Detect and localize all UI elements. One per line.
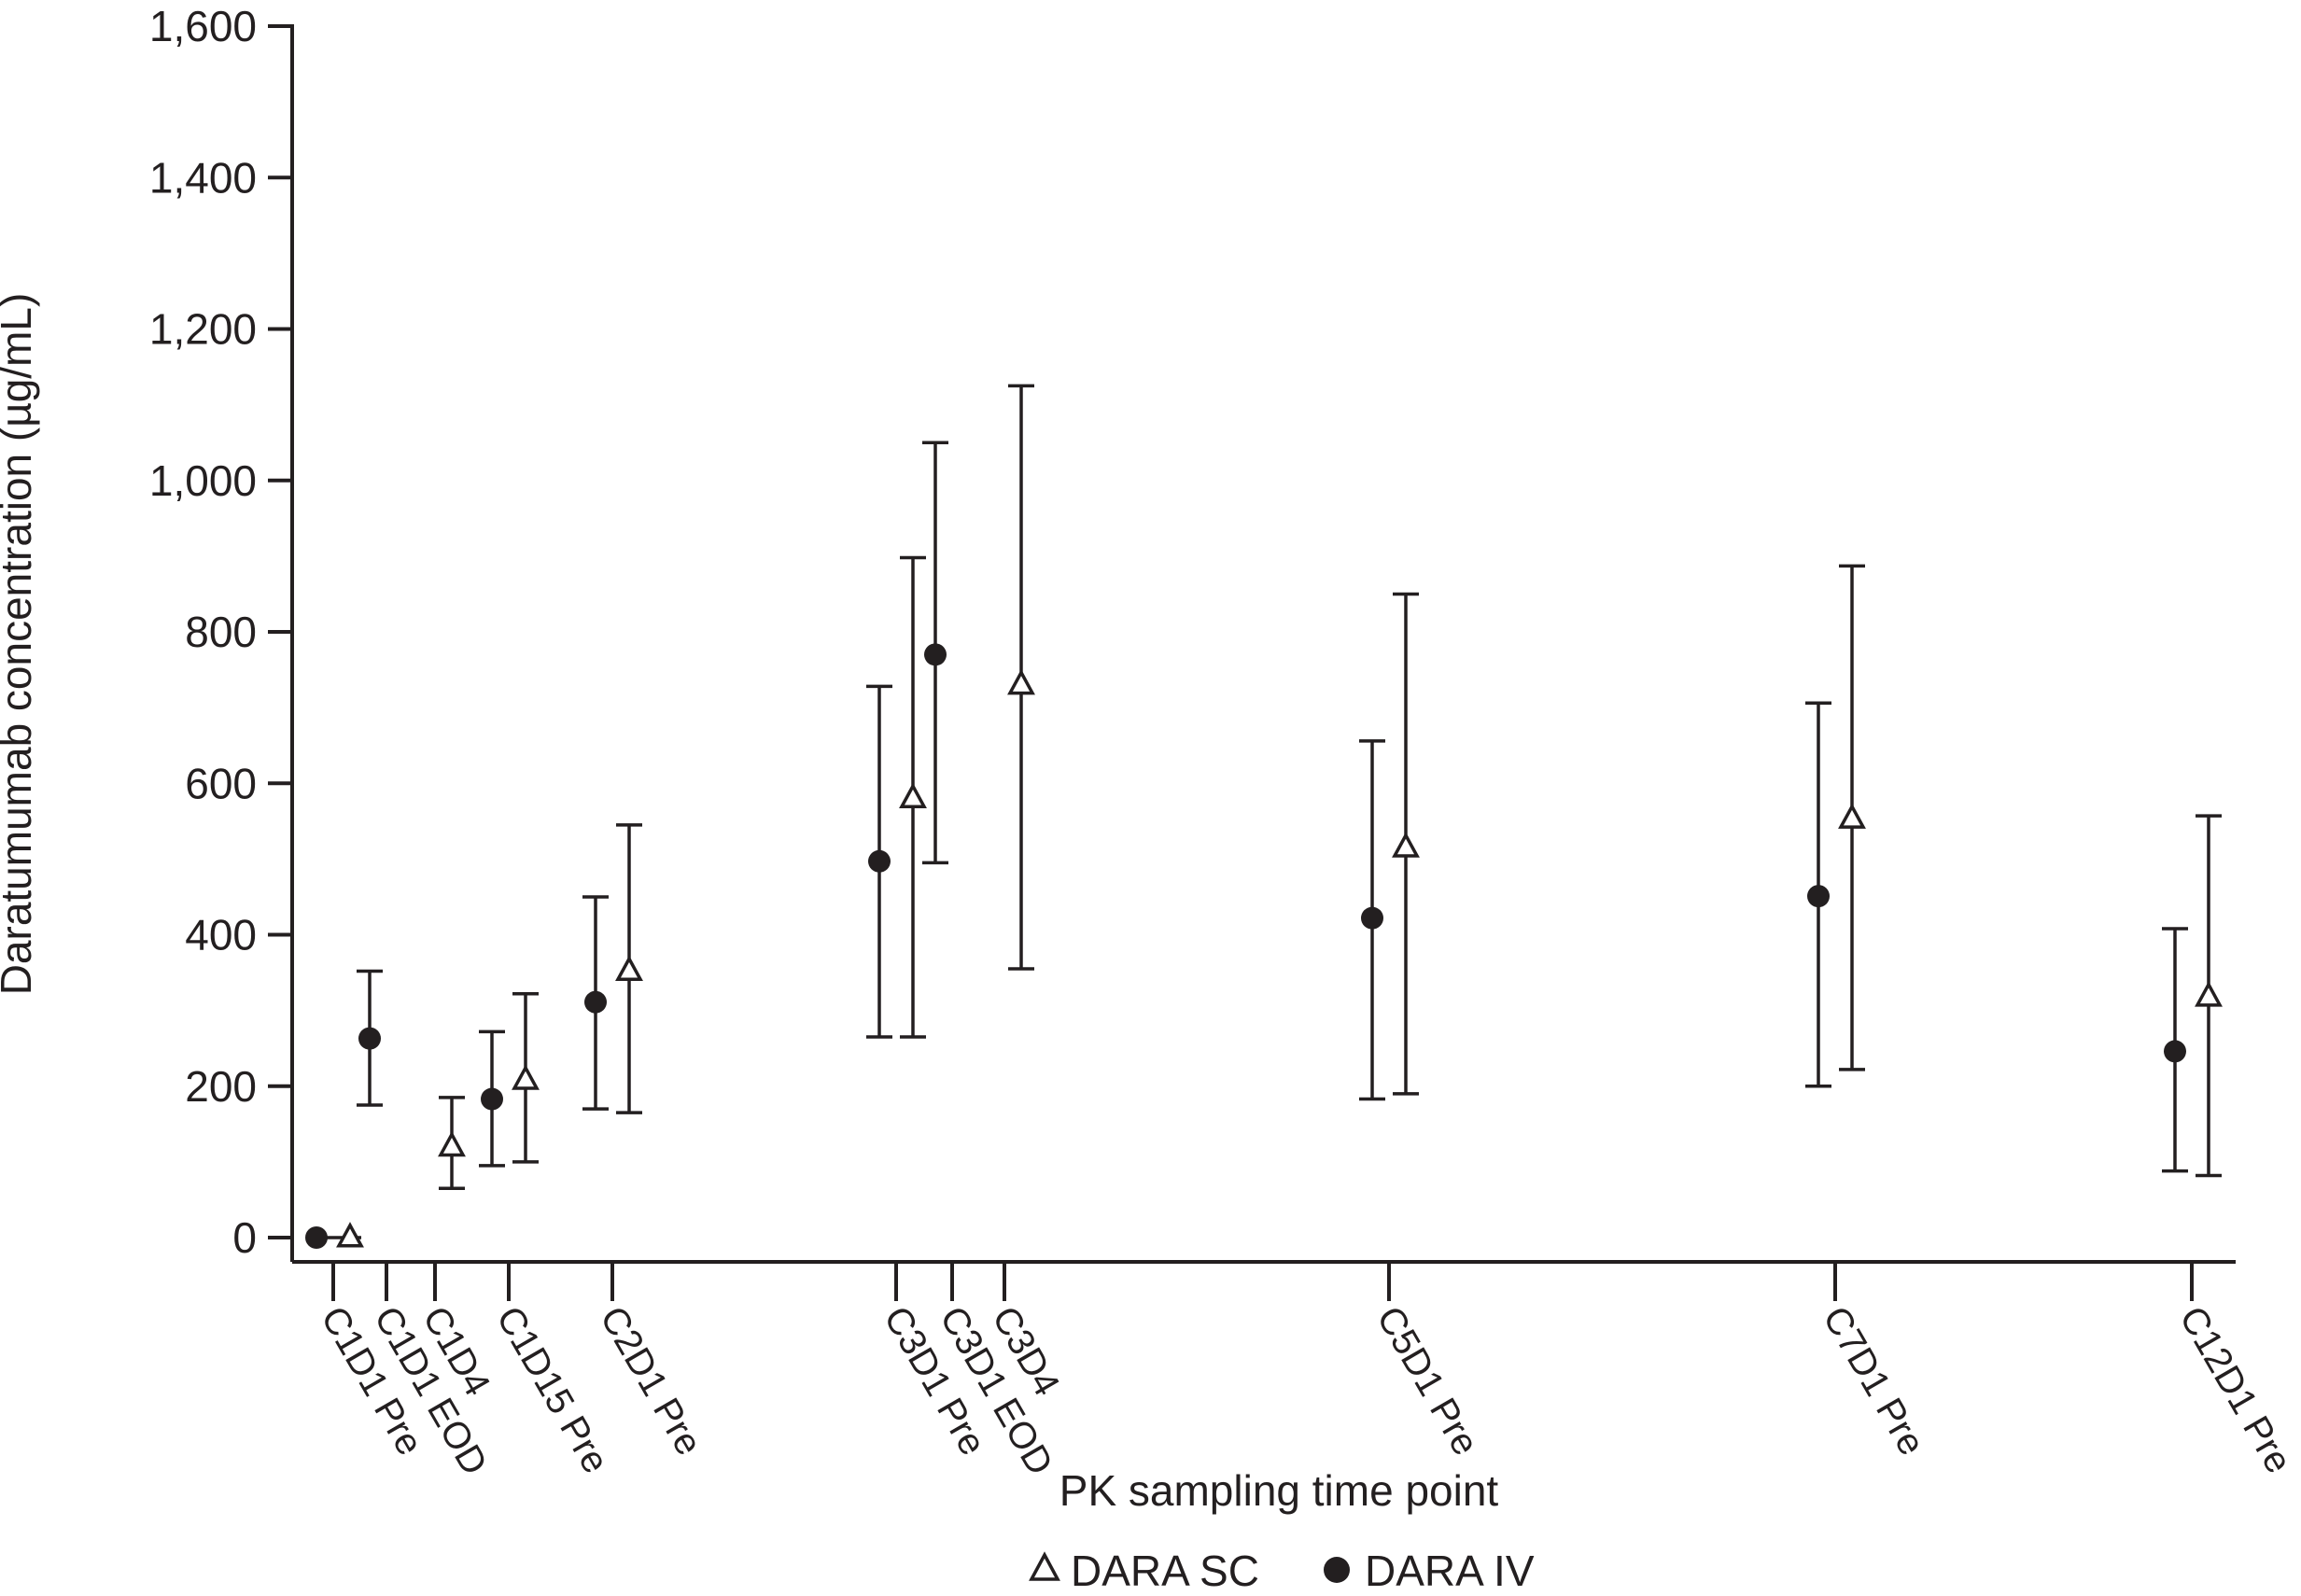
data-point-sc	[438, 1130, 466, 1157]
y-tick-label: 1,000	[149, 456, 257, 505]
legend: DARA SC DARA IV	[1029, 1547, 1535, 1595]
data-point-iv	[358, 1027, 381, 1050]
data-point-iv	[2164, 1040, 2186, 1063]
y-tick-label: 200	[185, 1062, 257, 1111]
data-point-sc	[899, 782, 927, 809]
legend-circle-icon	[1324, 1557, 1350, 1583]
legend-triangle-icon	[1029, 1551, 1060, 1581]
data-point-iv	[1807, 885, 1830, 908]
legend-label-iv: DARA IV	[1365, 1547, 1535, 1595]
data-point-iv	[584, 990, 607, 1014]
data-point-sc	[336, 1222, 364, 1248]
data-point-sc	[1007, 668, 1035, 695]
data-point-sc	[2195, 981, 2223, 1007]
y-tick-label: 0	[232, 1213, 257, 1262]
data-point-iv	[481, 1087, 503, 1111]
y-tick-label: 800	[185, 608, 257, 656]
x-tick-label: C2D1 Pre	[592, 1300, 709, 1463]
data-point-iv	[924, 643, 947, 666]
data-point-iv	[868, 849, 891, 873]
x-axis-title: PK sampling time point	[1059, 1466, 1499, 1515]
y-tick-label: 1,400	[149, 153, 257, 202]
x-tick-label: C12D1 Pre	[2171, 1300, 2299, 1480]
data-point-sc	[1838, 803, 1866, 829]
data-point-sc	[1392, 832, 1420, 858]
x-tick-label: C5D1 Pre	[1368, 1300, 1486, 1463]
legend-label-sc: DARA SC	[1071, 1547, 1259, 1595]
y-tick-label: 1,200	[149, 305, 257, 354]
error-bars	[316, 384, 2222, 1239]
x-tick-label: C7D1 Pre	[1815, 1300, 1932, 1463]
data-point-iv	[305, 1226, 328, 1249]
y-axis-title: Daratumumab concentration (µg/mL)	[0, 293, 40, 996]
y-tick-label: 600	[185, 759, 257, 807]
y-tick-label: 400	[185, 911, 257, 959]
data-point-sc	[512, 1064, 540, 1090]
data-point-iv	[1361, 906, 1383, 930]
y-axis-ticks: 0 200 400 600 800 1,000 1,200 1,400 1,600	[149, 2, 292, 1262]
data-point-sc	[615, 955, 643, 981]
y-tick-label: 1,600	[149, 2, 257, 50]
data-markers	[305, 643, 2223, 1249]
